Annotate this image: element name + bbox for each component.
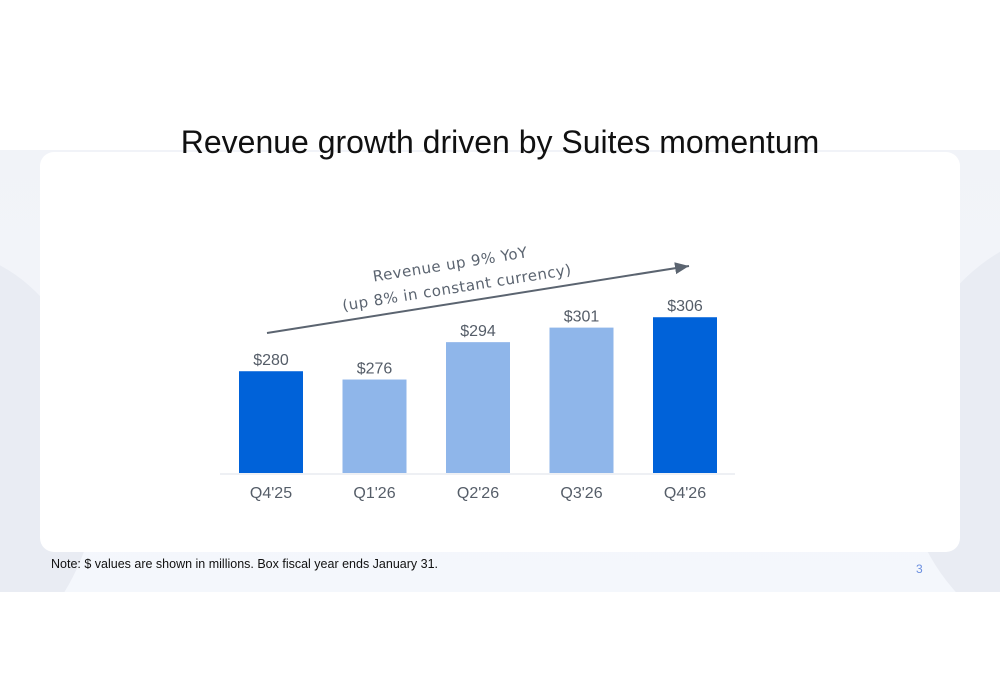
x-tick-label: Q4'26 bbox=[664, 485, 706, 502]
data-label: $276 bbox=[357, 361, 393, 378]
x-tick-label: Q2'26 bbox=[457, 485, 499, 502]
data-label: $294 bbox=[460, 323, 496, 340]
bar bbox=[549, 327, 614, 473]
page-number: 3 bbox=[916, 562, 923, 576]
bar-chart: $280 Q4'25 $276 Q1'26 $294 Q2'26 $301 Q3'26 $306… bbox=[220, 243, 735, 502]
growth-arrow bbox=[266, 262, 690, 334]
data-label: $301 bbox=[564, 309, 600, 326]
bar bbox=[342, 379, 407, 473]
bar bbox=[239, 371, 303, 473]
bar bbox=[653, 317, 717, 473]
slide: Revenue growth driven by Suites momentum… bbox=[0, 124, 1000, 592]
x-tick-label: Q3'26 bbox=[560, 485, 602, 502]
slide-title: Revenue growth driven by Suites momentum bbox=[180, 124, 820, 160]
data-label: $306 bbox=[667, 298, 703, 315]
x-tick-label: Q4'25 bbox=[250, 485, 292, 502]
x-tick-label: Q1'26 bbox=[353, 485, 395, 502]
bar bbox=[446, 342, 510, 473]
footnote: Note: $ values are shown in millions. Bo… bbox=[51, 557, 438, 571]
data-label: $280 bbox=[253, 352, 289, 369]
